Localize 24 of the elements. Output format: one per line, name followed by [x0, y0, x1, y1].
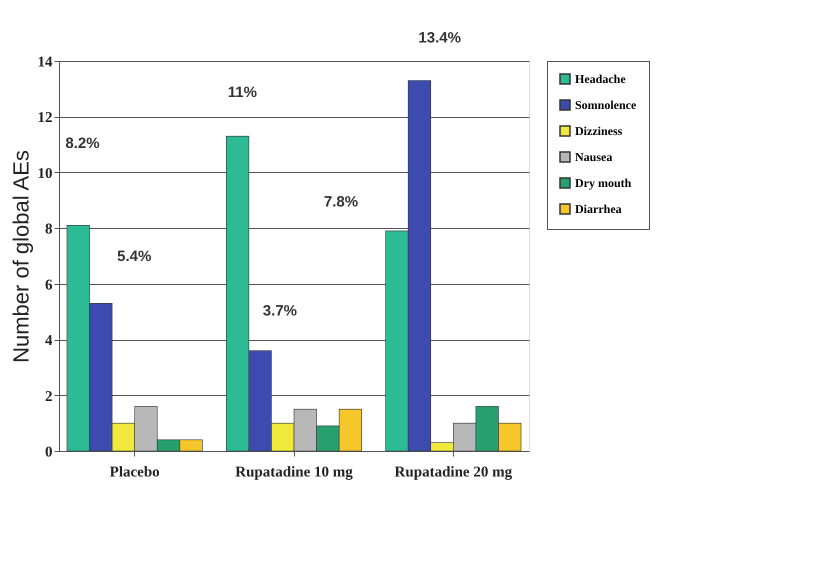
y-tick-label: 2	[45, 388, 52, 405]
y-tick-label: 0	[45, 444, 52, 460]
legend-label: Somnolence	[575, 98, 638, 112]
y-tick-label: 8	[45, 222, 52, 238]
y-tick-label: 4	[45, 333, 53, 350]
x-tick-label: Rupatadine 20 mg	[394, 464, 513, 480]
text: 13.4%	[418, 30, 461, 47]
annotation: 5.4%	[117, 248, 152, 265]
y-tick-label: 10	[38, 166, 52, 182]
annotation: 3.7%	[262, 302, 297, 320]
y-tick-label: 14	[38, 54, 53, 70]
y-axis-title: Number of global AEs	[8, 150, 34, 363]
legend-label: Dry mouth	[575, 176, 632, 190]
legend-label: Headache	[575, 72, 626, 86]
legend-label: Diarrhea	[575, 202, 622, 216]
annotation: 8.2%	[65, 134, 100, 152]
annotation: 11%	[228, 84, 257, 102]
annotation: 7.8%	[324, 193, 358, 210]
x-tick-label: Rupatadine 10 mg	[235, 464, 354, 480]
y-tick-label: 6	[45, 277, 53, 294]
legend-label: Nausea	[575, 150, 612, 164]
y-tick-label: 12	[38, 110, 52, 126]
x-tick-label: Placebo	[110, 464, 160, 480]
legend-label: Dizziness	[575, 124, 623, 138]
